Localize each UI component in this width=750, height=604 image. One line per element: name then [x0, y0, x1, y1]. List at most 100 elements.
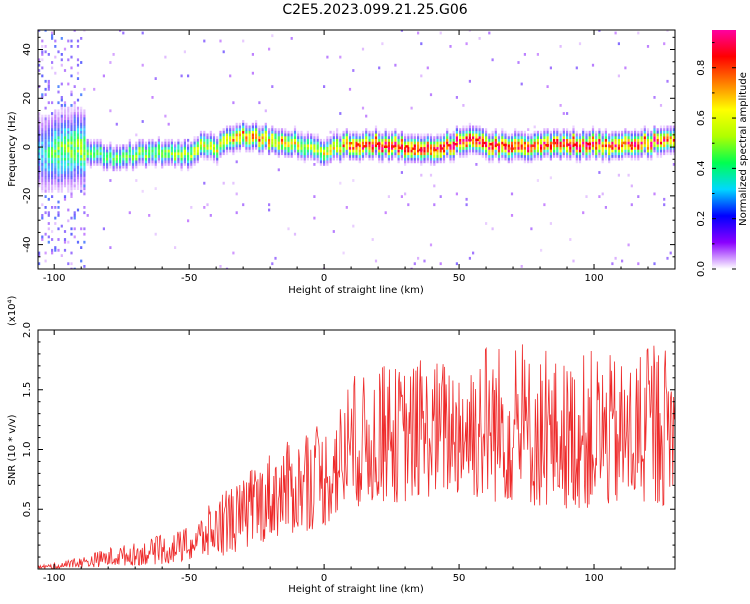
heat-cell	[268, 130, 271, 134]
heat-cell	[51, 179, 54, 182]
heat-cell	[209, 130, 212, 134]
heat-cell	[543, 155, 546, 158]
heat-cell	[598, 195, 601, 198]
heat-cell	[666, 133, 669, 137]
heat-cell	[73, 120, 76, 123]
heat-cell	[264, 122, 267, 126]
heat-cell	[510, 155, 514, 158]
heat-cell	[374, 259, 378, 263]
heat-cell	[277, 144, 280, 148]
heat-cell	[666, 152, 669, 156]
heat-cell	[378, 149, 381, 153]
heat-cell	[426, 66, 429, 70]
heat-cell	[504, 136, 507, 139]
heat-cell	[63, 104, 67, 107]
heat-cell	[604, 136, 607, 139]
heat-cell	[41, 216, 44, 220]
heat-cell	[646, 155, 650, 158]
heat-cell	[277, 168, 280, 172]
heat-cell	[591, 155, 595, 158]
heat-cell	[659, 155, 663, 158]
heat-cell	[128, 146, 131, 150]
heat-cell	[371, 152, 374, 156]
heat-cell	[44, 138, 47, 142]
heat-cell	[38, 155, 41, 158]
heat-cell	[57, 184, 60, 188]
heat-cell	[621, 152, 624, 156]
heat-cell	[336, 155, 339, 158]
heat-cell	[566, 133, 569, 137]
heat-cell	[255, 138, 258, 142]
heat-cell	[566, 149, 569, 153]
heat-cell	[67, 146, 70, 150]
heat-cell	[57, 117, 60, 121]
heat-cell	[38, 254, 41, 257]
heat-cell	[488, 31, 491, 35]
heat-cell	[566, 128, 569, 131]
heat-cell	[83, 165, 86, 169]
heat-cell	[339, 133, 342, 137]
heat-cell	[47, 87, 50, 91]
heat-cell	[83, 171, 86, 174]
heat-cell	[342, 157, 345, 161]
heat-cell	[475, 144, 478, 148]
heat-cell	[485, 128, 488, 131]
heat-peak-cell	[391, 145, 395, 148]
heat-cell	[569, 238, 572, 241]
heat-peak-cell	[405, 145, 409, 148]
heat-cell	[128, 141, 131, 145]
heat-cell	[446, 146, 449, 150]
heat-cell	[546, 141, 549, 145]
heat-cell	[439, 133, 442, 137]
heat-cell	[637, 152, 640, 156]
heat-cell	[562, 141, 565, 145]
heat-cell	[523, 138, 526, 142]
heat-cell	[80, 173, 83, 177]
heat-cell	[196, 157, 199, 161]
heat-cell	[174, 246, 177, 249]
heat-cell	[553, 136, 556, 139]
heat-cell	[449, 141, 452, 145]
heat-cell	[222, 146, 225, 150]
heat-cell	[478, 149, 481, 153]
heat-cell	[585, 146, 588, 150]
heat-cell	[368, 138, 371, 142]
heat-cell	[436, 155, 439, 158]
heat-cell	[258, 133, 261, 137]
heat-cell	[404, 155, 407, 158]
heat-cell	[455, 192, 458, 196]
heat-cell	[637, 130, 640, 134]
heat-cell	[446, 149, 449, 153]
heat-cell	[501, 141, 504, 145]
heat-cell	[449, 157, 452, 161]
heat-cell	[38, 138, 41, 142]
heat-cell	[60, 149, 63, 153]
heat-cell	[497, 146, 501, 150]
heat-cell	[465, 155, 468, 158]
heat-cell	[420, 138, 423, 142]
heat-cell	[63, 146, 67, 150]
heat-cell	[569, 133, 572, 137]
heat-cell	[70, 195, 73, 198]
heat-cell	[306, 146, 309, 150]
heat-cell	[608, 155, 611, 158]
heat-cell	[566, 155, 569, 158]
heat-cell	[119, 163, 122, 166]
heat-cell	[277, 146, 280, 150]
heat-cell	[99, 155, 102, 158]
heat-cell	[404, 136, 407, 139]
heat-cell	[611, 138, 614, 142]
heat-cell	[640, 138, 643, 142]
heat-cell	[514, 146, 517, 150]
heat-cell	[47, 130, 50, 134]
heat-cell	[60, 224, 63, 228]
heat-cell	[530, 133, 533, 137]
heat-cell	[656, 136, 659, 139]
heat-cell	[455, 136, 458, 139]
heat-cell	[300, 138, 303, 142]
heat-cell	[54, 222, 57, 225]
heat-cell	[57, 176, 60, 180]
heat-cell	[371, 136, 374, 139]
heat-cell	[51, 176, 54, 180]
heat-cell	[387, 133, 390, 137]
